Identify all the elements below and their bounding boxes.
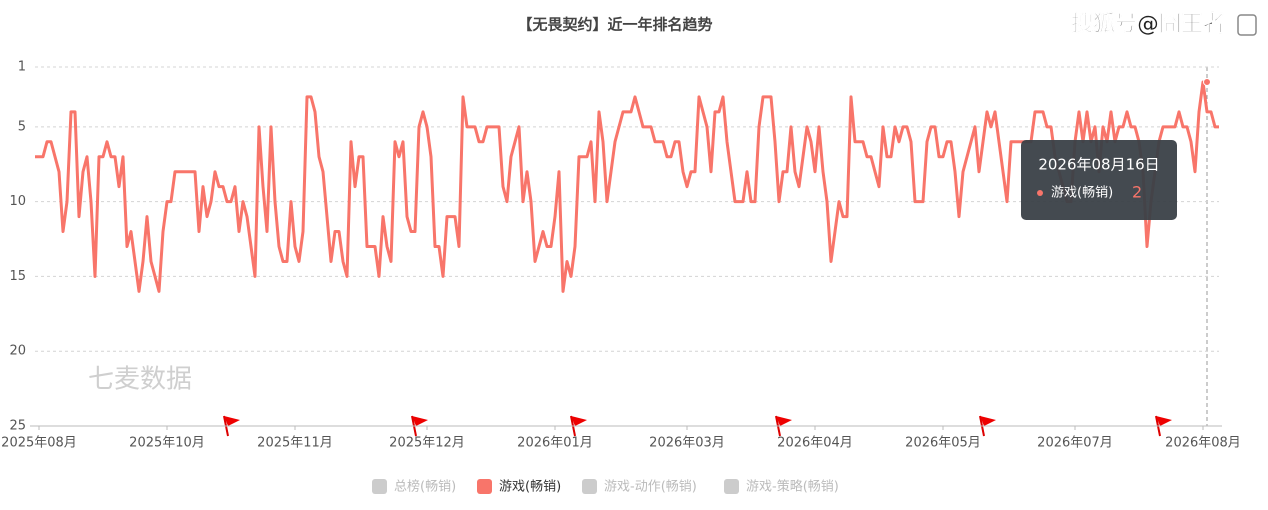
- x-tick-label: 2025年10月: [129, 436, 205, 451]
- legend-label: 总榜(畅销): [394, 479, 456, 495]
- chart-title: 【无畏契约】近一年排名趋势: [517, 16, 712, 34]
- x-tick-label: 2025年12月: [389, 436, 465, 451]
- tooltip-value: 2: [1132, 183, 1142, 202]
- y-tick-label: 5: [18, 119, 26, 134]
- line-series: [35, 80, 1219, 293]
- legend-label: 游戏-策略(畅销): [746, 479, 839, 495]
- x-tick-label: 2026年05月: [905, 436, 981, 451]
- save-icon[interactable]: [1237, 14, 1257, 36]
- x-tick-label: 2026年04月: [777, 436, 853, 451]
- legend-label: 游戏(畅销): [499, 480, 561, 495]
- x-tick-label: 2026年01月: [517, 436, 593, 451]
- source: 搜狐号@囧王者: [1071, 11, 1225, 37]
- tooltip-box: [1021, 140, 1177, 220]
- event-flags: [30, 66, 1222, 437]
- tooltip-date: 2026年08月16日: [1038, 156, 1159, 174]
- legend-swatch[interactable]: [372, 479, 387, 494]
- legend-swatch[interactable]: [724, 479, 739, 494]
- x-tick-label: 2026年07月: [1037, 436, 1113, 451]
- x-tick-label: 2026年03月: [649, 436, 725, 451]
- x-tick-label: 2025年08月: [1, 436, 77, 451]
- y-tick-label: 20: [9, 344, 26, 359]
- x-tick-label: 2025年11月: [257, 436, 333, 451]
- y-tick-label: 1: [18, 60, 26, 75]
- y-tick-label: 15: [9, 269, 26, 284]
- legend-label: 游戏-动作(畅销): [604, 480, 697, 495]
- legend-swatch[interactable]: [477, 479, 492, 494]
- legend-swatch[interactable]: [582, 479, 597, 494]
- tooltip-dot: [1037, 190, 1043, 196]
- y-tick-label: 10: [9, 194, 26, 209]
- watermark: 七麦数据: [88, 365, 192, 395]
- y-tick-label: 25: [9, 419, 26, 434]
- x-tick-label: 2026年08月: [1165, 436, 1241, 451]
- tooltip-series: 游戏(畅销): [1051, 186, 1113, 201]
- hover-point: [1203, 77, 1211, 86]
